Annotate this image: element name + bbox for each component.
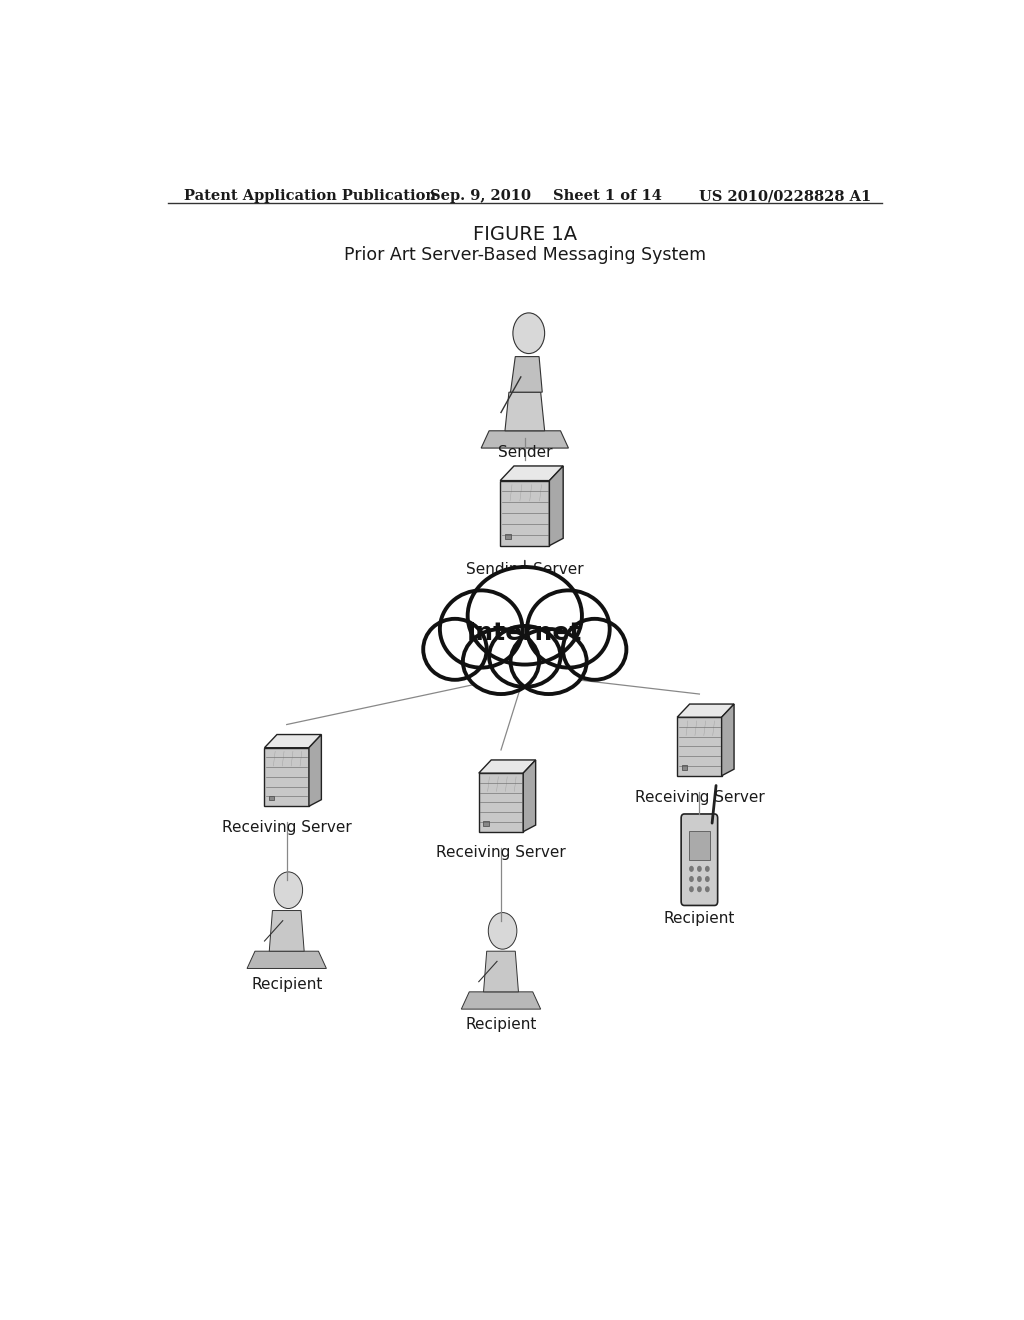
Ellipse shape: [511, 630, 587, 694]
Text: Recipient: Recipient: [465, 1018, 537, 1032]
Text: Receiving Server: Receiving Server: [222, 820, 351, 836]
Polygon shape: [511, 356, 543, 392]
Ellipse shape: [440, 590, 522, 668]
Polygon shape: [264, 734, 322, 747]
Ellipse shape: [489, 626, 560, 686]
Text: US 2010/0228828 A1: US 2010/0228828 A1: [699, 189, 871, 203]
Circle shape: [697, 866, 701, 873]
Circle shape: [705, 876, 710, 882]
Bar: [505, 533, 511, 539]
Ellipse shape: [527, 590, 609, 668]
Circle shape: [705, 866, 710, 873]
Text: Patent Application Publication: Patent Application Publication: [183, 189, 435, 203]
Ellipse shape: [463, 630, 539, 694]
Circle shape: [697, 876, 701, 882]
Polygon shape: [479, 760, 536, 774]
Circle shape: [513, 313, 545, 354]
Text: FIGURE 1A: FIGURE 1A: [473, 226, 577, 244]
Text: Sender: Sender: [498, 445, 552, 461]
Ellipse shape: [423, 619, 486, 680]
Polygon shape: [479, 774, 523, 832]
Polygon shape: [264, 747, 309, 807]
Bar: [689, 830, 710, 859]
Polygon shape: [247, 952, 327, 969]
Bar: [269, 796, 274, 800]
Text: Sheet 1 of 14: Sheet 1 of 14: [553, 189, 662, 203]
Polygon shape: [483, 952, 518, 991]
Polygon shape: [677, 704, 734, 717]
Bar: [682, 766, 687, 770]
Circle shape: [689, 886, 694, 892]
Polygon shape: [481, 430, 568, 447]
FancyBboxPatch shape: [681, 814, 718, 906]
Polygon shape: [722, 704, 734, 776]
Circle shape: [705, 886, 710, 892]
Circle shape: [689, 866, 694, 873]
Polygon shape: [269, 911, 304, 952]
Circle shape: [274, 873, 303, 908]
Bar: [483, 821, 488, 826]
Circle shape: [697, 886, 701, 892]
Polygon shape: [550, 466, 563, 545]
Text: Receiving Server: Receiving Server: [436, 846, 566, 861]
Circle shape: [689, 876, 694, 882]
Polygon shape: [523, 760, 536, 832]
Polygon shape: [677, 717, 722, 776]
Circle shape: [488, 912, 517, 949]
Polygon shape: [461, 991, 541, 1008]
Polygon shape: [500, 480, 550, 545]
Text: Receiving Server: Receiving Server: [635, 789, 764, 805]
Text: Prior Art Server-Based Messaging System: Prior Art Server-Based Messaging System: [344, 246, 706, 264]
Text: Recipient: Recipient: [664, 911, 735, 925]
Ellipse shape: [468, 568, 582, 664]
Text: Sending Server: Sending Server: [466, 562, 584, 577]
Polygon shape: [309, 734, 322, 807]
Text: Sep. 9, 2010: Sep. 9, 2010: [430, 189, 530, 203]
Polygon shape: [505, 392, 545, 430]
Text: Internet: Internet: [467, 620, 583, 645]
Text: Recipient: Recipient: [251, 977, 323, 991]
Polygon shape: [500, 466, 563, 480]
Ellipse shape: [563, 619, 627, 680]
